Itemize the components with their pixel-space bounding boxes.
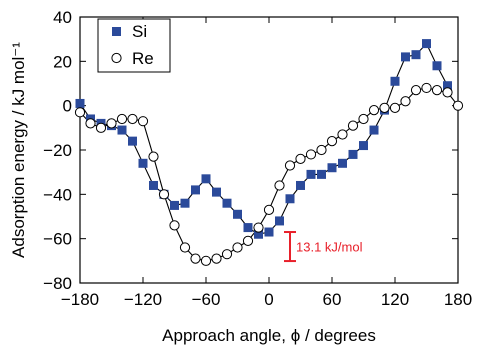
- data-point-re: [137, 116, 149, 127]
- x-tick-labels: −180 −120 −60 0 60 120 180: [61, 290, 472, 309]
- data-point-re: [95, 122, 107, 133]
- data-point-si: [327, 163, 337, 173]
- x-tick-label: −120: [124, 290, 162, 309]
- y-tick-label: −80: [43, 274, 72, 293]
- data-point-re: [337, 129, 348, 140]
- data-point-re: [263, 204, 275, 215]
- data-point-re: [242, 235, 254, 246]
- annotation-label: 13.1 kJ/mol: [296, 240, 363, 255]
- series-markers: [74, 39, 464, 266]
- x-axis-label: Approach angle, ϕ / degrees: [162, 326, 376, 345]
- data-point-si: [180, 198, 190, 208]
- data-point-re: [316, 144, 327, 156]
- data-point-si: [317, 169, 326, 179]
- data-point-si: [359, 141, 368, 151]
- data-point-re: [274, 180, 285, 191]
- data-point-re: [74, 107, 86, 118]
- data-point-re: [284, 160, 296, 171]
- data-point-si: [285, 194, 295, 204]
- data-point-re: [305, 149, 317, 160]
- data-point-si: [369, 125, 379, 135]
- data-point-re: [389, 102, 401, 113]
- legend-label-re: Re: [132, 49, 154, 68]
- data-point-re: [421, 82, 432, 94]
- data-point-re: [148, 151, 159, 162]
- x-tick-label: 120: [381, 290, 409, 309]
- legend: Si Re: [97, 18, 171, 73]
- data-point-si: [201, 174, 211, 184]
- data-point-re: [116, 113, 128, 125]
- data-point-si: [191, 185, 200, 195]
- data-point-si: [306, 169, 316, 179]
- data-point-si: [117, 125, 127, 135]
- y-tick-label: 20: [53, 52, 72, 71]
- data-point-si: [432, 61, 442, 71]
- data-point-re: [200, 255, 212, 266]
- data-point-re: [106, 118, 117, 129]
- data-point-si: [275, 216, 284, 226]
- data-point-re: [190, 253, 201, 264]
- data-point-si: [401, 52, 410, 62]
- data-point-si: [138, 158, 148, 168]
- data-point-si: [75, 98, 85, 108]
- y-axis-label: Adsorption energy / kJ mol⁻¹: [9, 42, 28, 258]
- legend-marker-si: [112, 27, 121, 36]
- y-tick-label: −20: [43, 141, 72, 160]
- data-point-re: [85, 118, 96, 129]
- data-point-si: [222, 198, 232, 208]
- data-point-si: [233, 209, 242, 219]
- data-point-si: [149, 180, 158, 190]
- data-point-si: [443, 81, 452, 91]
- data-point-re: [127, 113, 138, 125]
- data-point-re: [368, 105, 380, 116]
- data-point-re: [179, 242, 191, 253]
- x-tick-label: 180: [444, 290, 472, 309]
- y-tick-label: 40: [53, 8, 72, 27]
- data-point-re: [358, 113, 369, 125]
- legend-label-si: Si: [132, 22, 147, 41]
- data-point-si: [422, 39, 431, 49]
- data-point-si: [390, 76, 400, 86]
- data-point-si: [296, 180, 305, 190]
- data-point-re: [221, 249, 233, 260]
- data-point-re: [400, 96, 411, 107]
- data-point-re: [232, 242, 243, 253]
- data-point-re: [326, 136, 338, 147]
- x-tick-label: 0: [264, 290, 273, 309]
- legend-box: [97, 18, 171, 73]
- data-point-si: [128, 136, 137, 146]
- data-point-si: [338, 158, 347, 168]
- data-point-re: [158, 189, 170, 200]
- y-tick-label: −40: [43, 185, 72, 204]
- data-point-re: [452, 100, 464, 111]
- y-tick-labels: −80 −60 −40 −20 0 20 40: [43, 8, 72, 293]
- data-point-re: [347, 120, 359, 131]
- data-point-si: [170, 200, 179, 210]
- data-point-re: [295, 153, 306, 164]
- data-point-si: [264, 227, 274, 237]
- data-point-si: [243, 223, 253, 233]
- data-point-si: [348, 149, 358, 159]
- data-point-re: [410, 85, 422, 96]
- data-point-re: [379, 102, 390, 113]
- y-tick-label: −60: [43, 230, 72, 249]
- energy-difference-annotation: 13.1 kJ/mol: [284, 231, 363, 263]
- data-point-re: [253, 222, 264, 233]
- x-tick-label: 60: [323, 290, 342, 309]
- legend-marker-re: [111, 52, 122, 64]
- data-point-si: [254, 229, 263, 239]
- data-point-si: [212, 187, 221, 197]
- x-tick-label: −180: [61, 290, 99, 309]
- data-point-si: [411, 50, 421, 60]
- x-tick-label: −60: [192, 290, 221, 309]
- y-tick-label: 0: [63, 97, 72, 116]
- data-point-re: [169, 220, 180, 231]
- data-point-re: [211, 253, 222, 264]
- data-point-re: [442, 87, 453, 98]
- data-point-re: [431, 85, 443, 96]
